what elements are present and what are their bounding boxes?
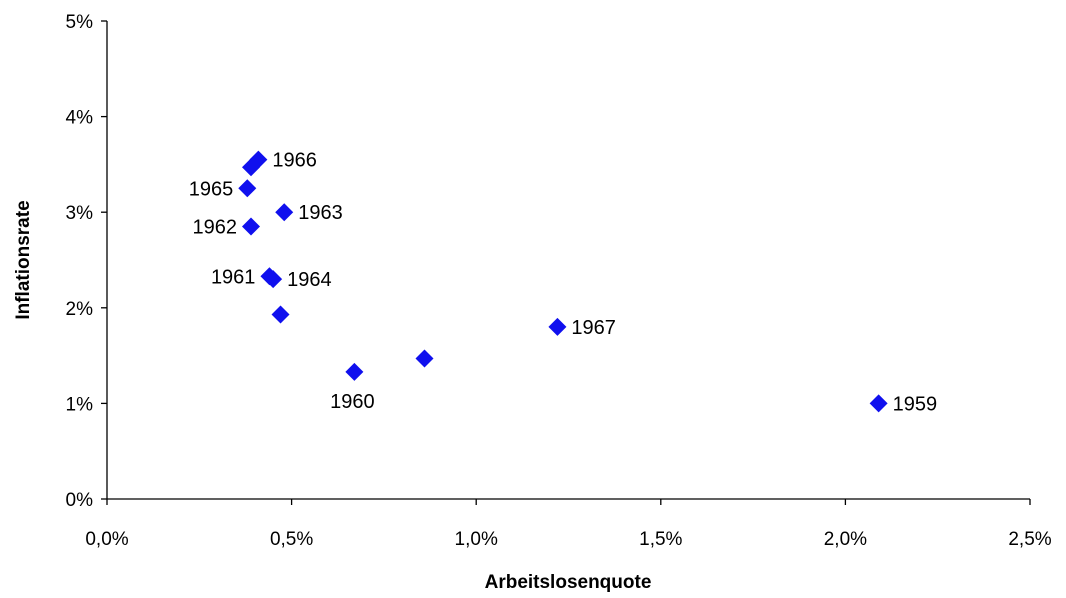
- y-tick-label: 1%: [66, 394, 94, 415]
- x-tick-label: 1,0%: [455, 529, 498, 550]
- y-tick-label: 5%: [66, 12, 94, 33]
- point-label: 1959: [893, 393, 938, 415]
- point-label: 1963: [298, 202, 343, 224]
- x-tick-label: 2,0%: [824, 529, 867, 550]
- y-axis-title: Inflationsrate: [13, 200, 34, 319]
- y-tick-label: 3%: [66, 203, 94, 224]
- x-tick-label: 1,5%: [639, 529, 682, 550]
- point-labels: 1959 1960 1961 1962 1963 1964 1965 1966 1967: [189, 150, 937, 416]
- x-tick-label: 0,5%: [270, 529, 313, 550]
- data-point: [345, 362, 364, 381]
- point-label: 1967: [571, 317, 616, 339]
- data-point: [275, 203, 294, 222]
- y-tick-label: 2%: [66, 299, 94, 320]
- data-point: [264, 270, 283, 289]
- x-tick-label: 2,5%: [1008, 529, 1051, 550]
- data-point: [238, 179, 257, 198]
- data-point: [249, 150, 268, 169]
- data-point: [241, 158, 260, 177]
- x-tick-label: 0,0%: [85, 529, 128, 550]
- data-point: [548, 317, 567, 336]
- data-point: [271, 305, 290, 324]
- data-point: [869, 394, 888, 413]
- point-label: 1962: [192, 217, 237, 239]
- y-tick-label: 4%: [66, 108, 94, 129]
- point-label: 1965: [189, 178, 234, 200]
- point-label: 1961: [211, 266, 256, 288]
- x-ticks: 0,0% 0,5% 1,0% 1,5% 2,0% 2,5%: [85, 499, 1052, 550]
- x-axis-title: Arbeitslosenquote: [485, 572, 652, 593]
- data-points: [238, 150, 888, 413]
- point-label: 1966: [272, 150, 317, 172]
- data-point: [241, 217, 260, 236]
- y-ticks: 0% 1% 2% 3% 4% 5%: [66, 12, 107, 511]
- data-point: [415, 349, 434, 368]
- point-label: 1964: [287, 269, 332, 291]
- point-label: 1960: [330, 391, 375, 413]
- axes: [106, 21, 1030, 500]
- y-tick-label: 0%: [66, 490, 94, 511]
